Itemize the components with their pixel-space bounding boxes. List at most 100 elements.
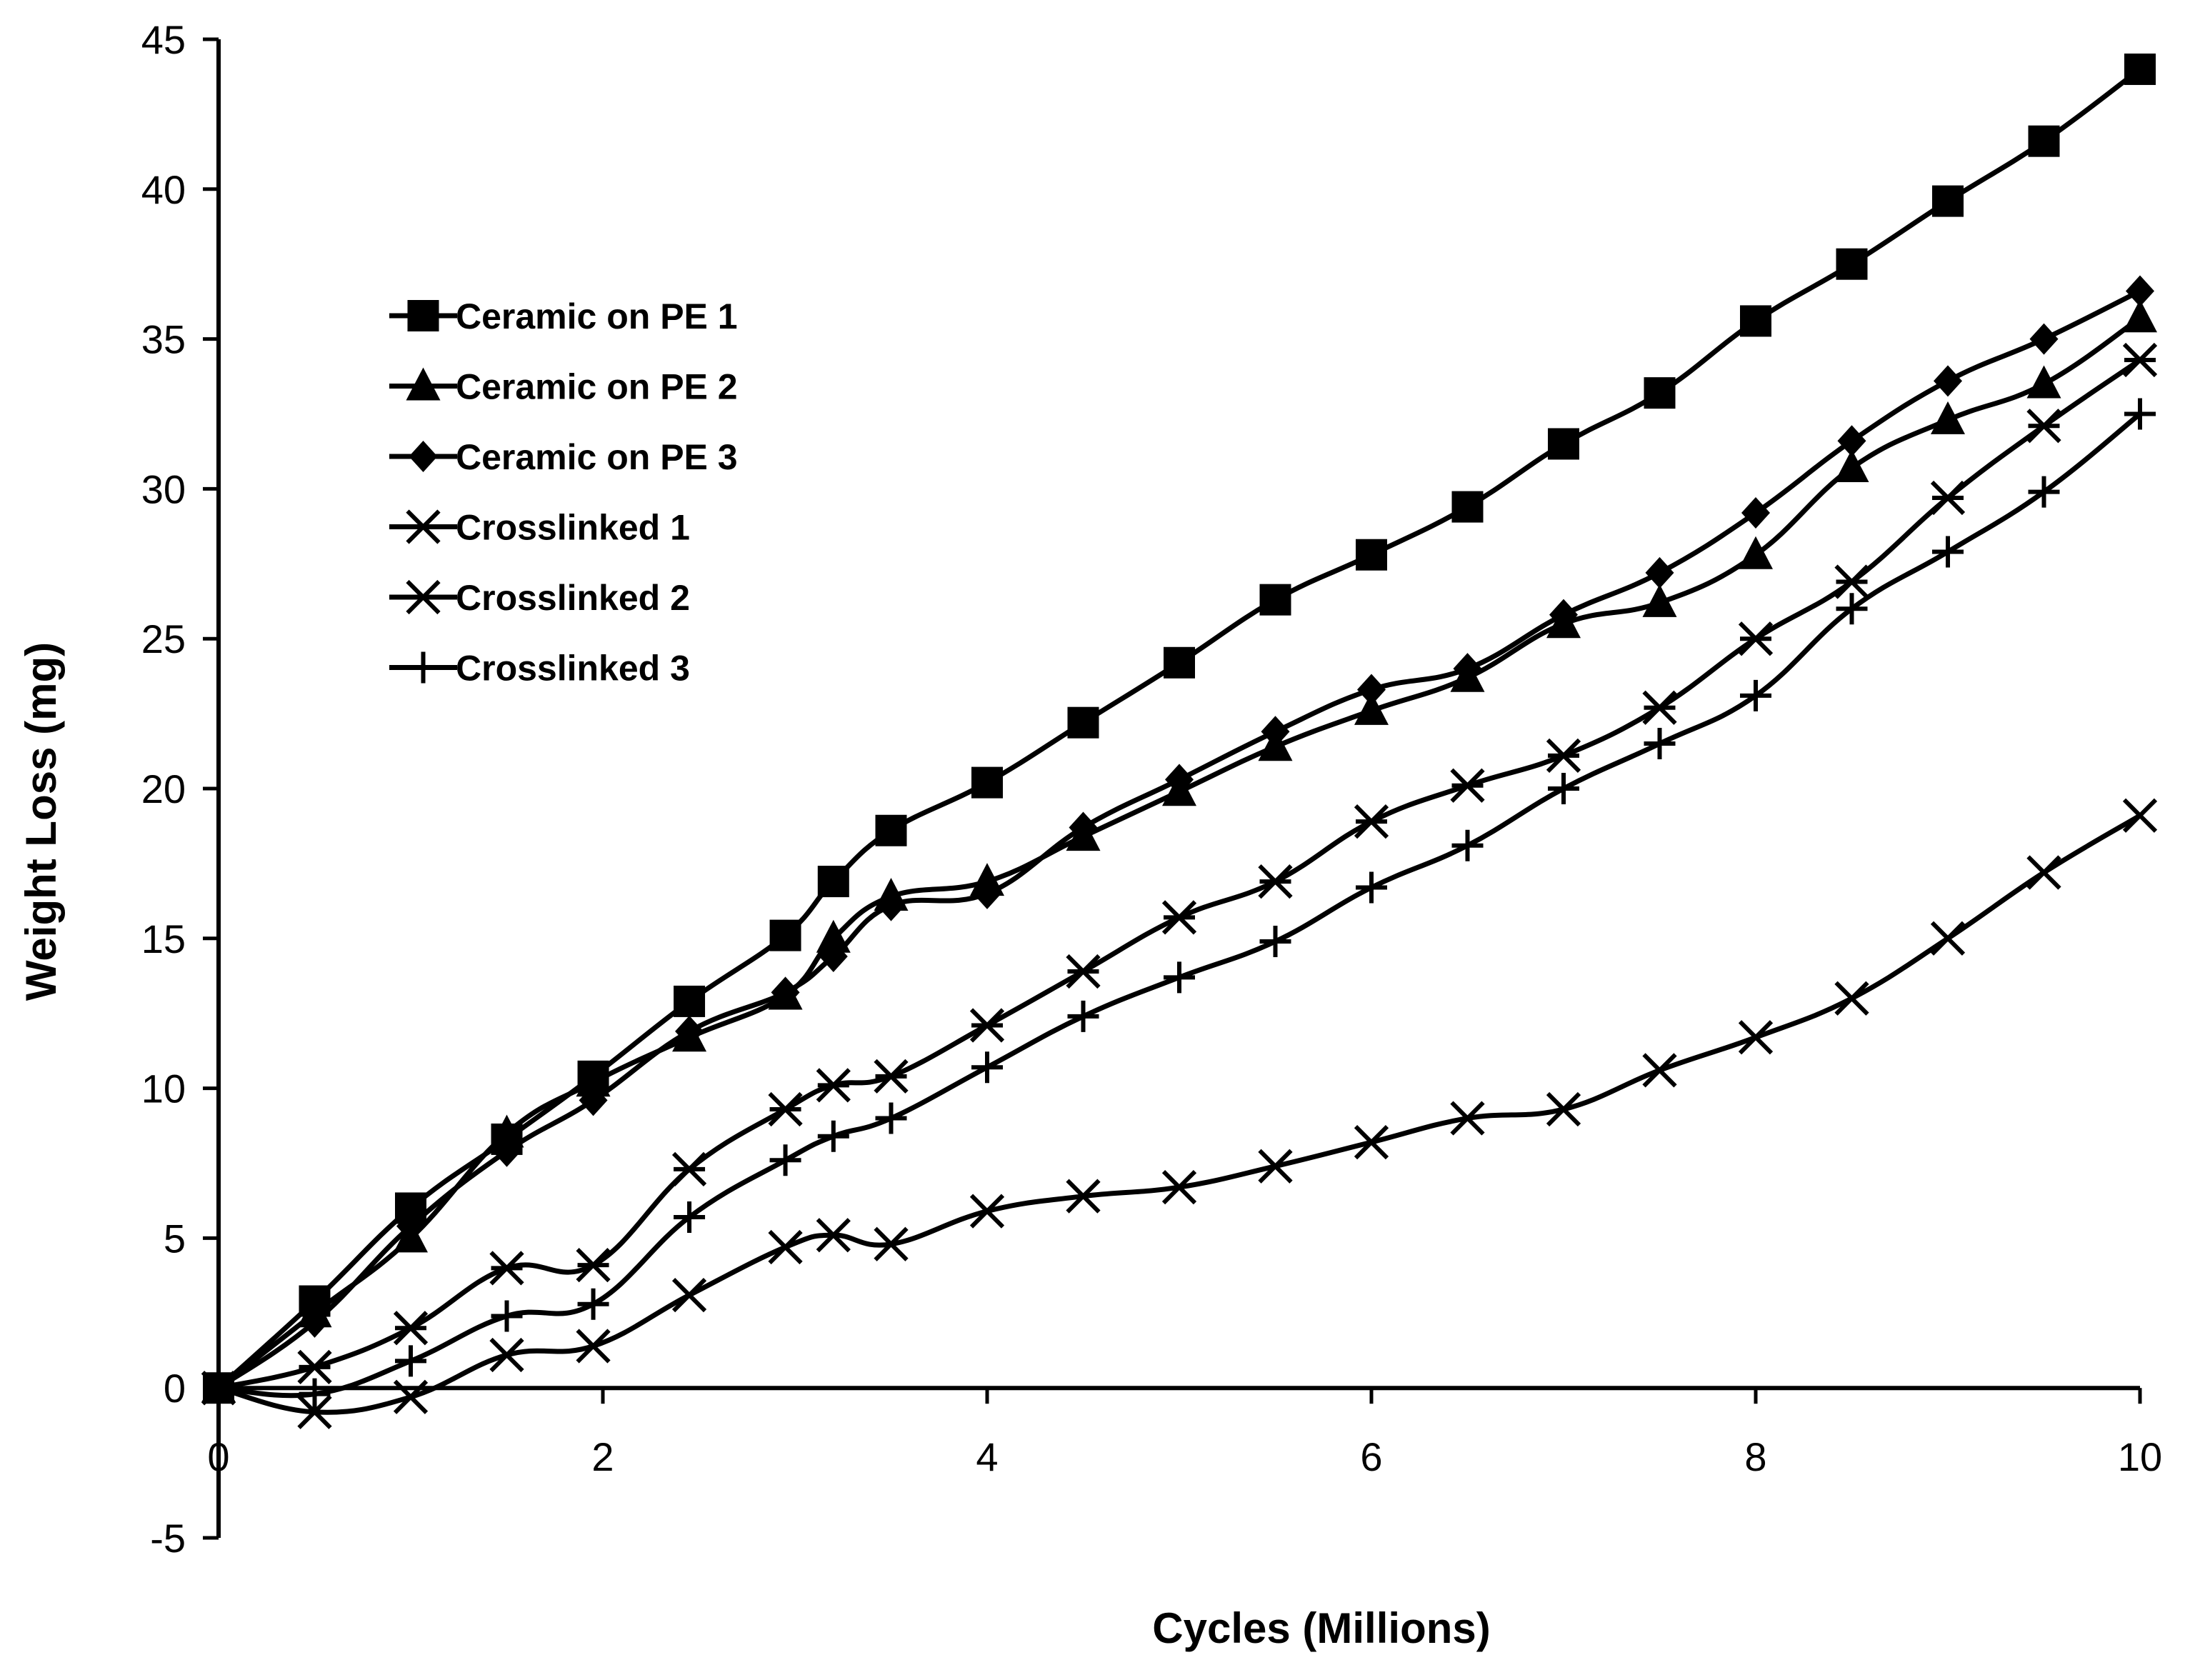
data-point-crosslinked-3 bbox=[1259, 925, 1291, 957]
x-axis-title: Cycles (Millions) bbox=[1152, 1604, 1490, 1652]
legend-marker bbox=[406, 579, 441, 615]
y-axis-title: Weight Loss (mg) bbox=[17, 642, 65, 1001]
data-point-ceramic-on-pe-1 bbox=[875, 814, 907, 846]
legend-label: Ceramic on PE 1 bbox=[456, 296, 738, 336]
data-point-ceramic-on-pe-1 bbox=[769, 919, 801, 951]
marker-stroke bbox=[1258, 1149, 1293, 1184]
data-point-ceramic-on-pe-3 bbox=[1165, 764, 1194, 796]
data-point-crosslinked-1 bbox=[1450, 768, 1485, 803]
data-point-crosslinked-3 bbox=[491, 1300, 523, 1332]
data-point-ceramic-on-pe-1 bbox=[1356, 539, 1387, 571]
y-tick-label: 35 bbox=[141, 317, 186, 362]
marker-stroke bbox=[1450, 1101, 1485, 1136]
legend-label: Crosslinked 2 bbox=[456, 578, 690, 618]
marker-stroke bbox=[1066, 1179, 1101, 1214]
data-point-ceramic-on-pe-3 bbox=[973, 877, 1001, 909]
data-point-crosslinked-1 bbox=[576, 1248, 611, 1283]
data-point-crosslinked-1 bbox=[1930, 480, 1966, 516]
data-point-crosslinked-2 bbox=[2026, 855, 2061, 890]
legend-item-crosslinked-1: Crosslinked 1 bbox=[389, 508, 690, 548]
y-tick-label: -5 bbox=[150, 1516, 186, 1561]
data-point-crosslinked-2 bbox=[671, 1278, 707, 1313]
data-point-crosslinked-1 bbox=[2122, 342, 2158, 378]
y-tick-label: 10 bbox=[141, 1066, 186, 1111]
marker-stroke bbox=[874, 1226, 909, 1261]
data-point-ceramic-on-pe-1 bbox=[2028, 125, 2060, 157]
marker-stroke bbox=[297, 1394, 332, 1429]
data-point-crosslinked-3 bbox=[674, 1201, 706, 1234]
data-point-crosslinked-1 bbox=[297, 1349, 332, 1384]
data-point-ceramic-on-pe-1 bbox=[1164, 646, 1195, 679]
y-tick-label: 5 bbox=[164, 1216, 186, 1261]
data-point-crosslinked-2 bbox=[1450, 1101, 1485, 1136]
series-crosslinked-1 bbox=[201, 342, 2158, 1406]
x-tick-label: 6 bbox=[1360, 1434, 1382, 1479]
marker-stroke bbox=[2026, 855, 2061, 890]
series-line-crosslinked-3 bbox=[218, 411, 2142, 1399]
series-crosslinked-2 bbox=[201, 798, 2158, 1429]
x-tick-label: 10 bbox=[2118, 1434, 2162, 1479]
data-point-crosslinked-2 bbox=[969, 1194, 1005, 1229]
axes: -5 0 5 10 15 20 25 30 35 40 45 0 2 4 6 8 10 bbox=[141, 17, 2162, 1561]
data-point-ceramic-on-pe-3 bbox=[771, 976, 800, 1009]
data-point-ceramic-on-pe-2 bbox=[1834, 449, 1869, 483]
series-line-ceramic-on-pe-3 bbox=[217, 289, 2141, 1391]
y-tick-label: 45 bbox=[141, 17, 186, 62]
series-line-ceramic-on-pe-2 bbox=[216, 316, 2141, 1390]
data-point-ceramic-on-pe-2 bbox=[1739, 536, 1773, 569]
data-point-ceramic-on-pe-2 bbox=[2026, 365, 2061, 399]
legend-marker bbox=[406, 367, 441, 401]
data-point-crosslinked-1 bbox=[816, 1068, 851, 1103]
data-point-crosslinked-1 bbox=[1161, 900, 1197, 935]
data-point-crosslinked-1 bbox=[874, 1059, 909, 1094]
data-point-ceramic-on-pe-3 bbox=[876, 889, 906, 921]
data-point-crosslinked-2 bbox=[1930, 921, 1966, 956]
data-point-ceramic-on-pe-3 bbox=[675, 1015, 704, 1047]
data-point-crosslinked-3 bbox=[1740, 679, 1771, 711]
series-layer bbox=[201, 53, 2158, 1429]
data-point-crosslinked-3 bbox=[817, 1120, 849, 1152]
marker-stroke bbox=[576, 1329, 611, 1364]
data-point-ceramic-on-pe-3 bbox=[492, 1135, 521, 1167]
x-tick-label: 2 bbox=[591, 1434, 614, 1479]
data-point-ceramic-on-pe-1 bbox=[1548, 428, 1579, 460]
data-point-crosslinked-2 bbox=[489, 1337, 524, 1373]
y-tick-label: 20 bbox=[141, 766, 186, 811]
data-point-ceramic-on-pe-3 bbox=[1549, 599, 1578, 631]
data-point-crosslinked-2 bbox=[1546, 1091, 1581, 1127]
marker-stroke bbox=[1738, 1020, 1774, 1055]
data-point-crosslinked-2 bbox=[297, 1394, 332, 1429]
legend-item-ceramic-on-pe-3: Ceramic on PE 3 bbox=[389, 437, 738, 477]
data-point-ceramic-on-pe-2 bbox=[816, 919, 851, 953]
marker-stroke bbox=[2122, 798, 2158, 833]
marker-stroke bbox=[969, 1194, 1005, 1229]
data-point-crosslinked-1 bbox=[671, 1151, 707, 1187]
y-tick-label: 15 bbox=[141, 916, 186, 961]
data-point-ceramic-on-pe-1 bbox=[1644, 377, 1676, 409]
data-point-crosslinked-1 bbox=[1258, 864, 1293, 899]
legend-item-crosslinked-3: Crosslinked 3 bbox=[389, 649, 690, 689]
data-point-crosslinked-3 bbox=[1836, 593, 1868, 625]
data-point-crosslinked-1 bbox=[1834, 564, 1869, 599]
marker-stroke bbox=[1354, 1125, 1389, 1160]
data-point-ceramic-on-pe-1 bbox=[971, 766, 1003, 799]
data-point-crosslinked-3 bbox=[2124, 398, 2156, 430]
data-point-crosslinked-1 bbox=[489, 1251, 524, 1286]
data-point-ceramic-on-pe-3 bbox=[396, 1210, 425, 1242]
data-point-crosslinked-1 bbox=[1066, 954, 1101, 989]
data-point-crosslinked-1 bbox=[969, 1008, 1005, 1043]
series-line-crosslinked-2 bbox=[218, 813, 2141, 1415]
marker-stroke bbox=[393, 1379, 429, 1414]
data-point-ceramic-on-pe-1 bbox=[1836, 248, 1868, 280]
data-point-crosslinked-3 bbox=[299, 1378, 331, 1410]
data-point-crosslinked-2 bbox=[576, 1329, 611, 1364]
data-point-crosslinked-2 bbox=[393, 1379, 429, 1414]
legend-marker bbox=[407, 300, 439, 331]
data-point-ceramic-on-pe-3 bbox=[1741, 496, 1770, 529]
marker-stroke bbox=[671, 1278, 707, 1313]
data-point-ceramic-on-pe-3 bbox=[579, 1084, 608, 1116]
marker-stroke bbox=[406, 579, 441, 615]
y-tick-label: 25 bbox=[141, 616, 186, 661]
marker-stroke bbox=[1930, 921, 1966, 956]
x-tick-label: 0 bbox=[207, 1434, 229, 1479]
